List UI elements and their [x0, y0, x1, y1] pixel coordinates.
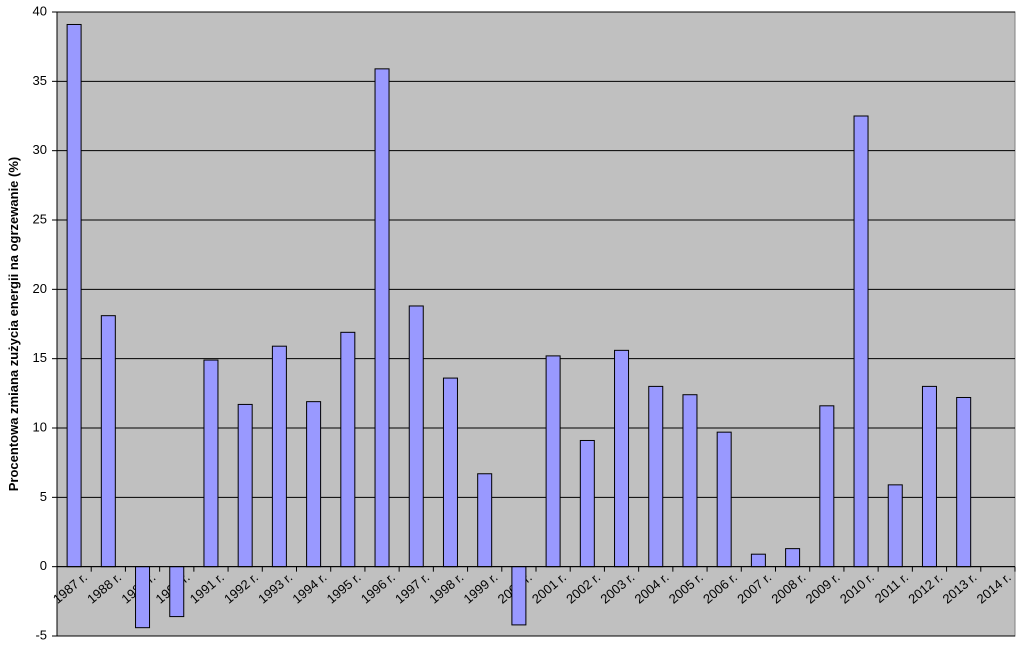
bar: [579, 439, 595, 568]
plot-area: [56, 11, 1016, 637]
bar: [511, 566, 527, 626]
y-tick-label: 40: [33, 3, 47, 18]
bar: [682, 394, 698, 568]
y-axis-label: Procentowa zmiana zużycia energii na ogr…: [6, 157, 21, 491]
y-tick-label: 20: [33, 281, 47, 296]
bar: [750, 553, 766, 568]
y-tick-label: 15: [33, 350, 47, 365]
y-tick-label: 0: [40, 558, 47, 573]
bar: [374, 68, 390, 568]
bar: [442, 377, 458, 568]
bar: [237, 403, 253, 568]
bar: [340, 331, 356, 568]
bar: [66, 23, 82, 568]
bar: [408, 305, 424, 568]
y-tick-label: 5: [40, 489, 47, 504]
bar: [135, 566, 151, 629]
bar: [956, 396, 972, 568]
bar: [169, 566, 185, 618]
bar: [203, 359, 219, 568]
bar: [887, 484, 903, 568]
bar: [819, 405, 835, 568]
y-tick-label: 10: [33, 419, 47, 434]
bar: [271, 345, 287, 568]
bar: [921, 385, 937, 568]
bar: [853, 115, 869, 568]
bar: [785, 548, 801, 568]
y-tick-label: -5: [35, 627, 47, 642]
y-tick-label: 30: [33, 142, 47, 157]
bar: [545, 355, 561, 568]
bar: [100, 315, 116, 568]
y-tick-label: 35: [33, 73, 47, 88]
bar: [306, 401, 322, 568]
y-tick-label: 25: [33, 211, 47, 226]
bar: [648, 385, 664, 568]
bar: [614, 349, 630, 568]
bar: [477, 473, 493, 568]
bar: [716, 431, 732, 568]
